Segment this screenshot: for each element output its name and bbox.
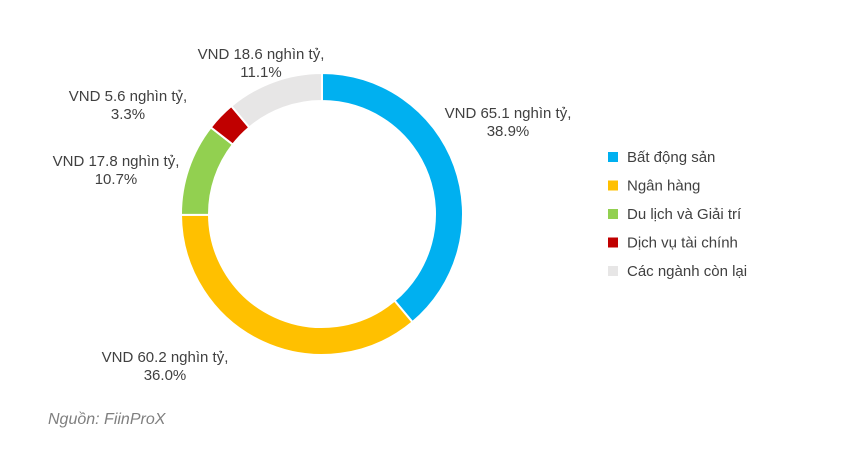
legend-item-cac-nganh-con-lai: Các ngành còn lại bbox=[608, 263, 747, 280]
data-label-du-lich-va-giai-tri: VND 17.8 nghìn tỷ,10.7% bbox=[53, 153, 180, 188]
legend-item-ngan-hang: Ngân hàng bbox=[608, 178, 700, 195]
chart-legend: Bất động sản Ngân hàng Du lịch và Giải trí… bbox=[608, 149, 747, 280]
data-label-percent: 36.0% bbox=[144, 367, 187, 384]
data-label-dich-vu-tai-chinh: VND 5.6 nghìn tỷ,3.3% bbox=[69, 88, 187, 123]
data-label-percent: 3.3% bbox=[111, 106, 145, 123]
donut-slices bbox=[179, 71, 464, 356]
legend-item-dich-vu-tai-chinh: Dịch vụ tài chính bbox=[608, 235, 738, 252]
slice-ngan-hang bbox=[179, 213, 414, 356]
data-label-value: VND 5.6 nghìn tỷ, bbox=[69, 88, 187, 105]
source-note: Nguồn: FiinProX bbox=[48, 411, 166, 428]
legend-label: Bất động sản bbox=[627, 149, 715, 166]
legend-label: Các ngành còn lại bbox=[627, 263, 747, 280]
legend-swatch bbox=[608, 237, 618, 248]
slice-bat-dong-san bbox=[321, 71, 464, 324]
data-label-ngan-hang: VND 60.2 nghìn tỷ,36.0% bbox=[102, 349, 229, 384]
data-label-value: VND 65.1 nghìn tỷ, bbox=[445, 105, 572, 122]
legend-label: Ngân hàng bbox=[627, 178, 700, 195]
data-label-value: VND 17.8 nghìn tỷ, bbox=[53, 153, 180, 170]
slice-cac-nganh-con-lai bbox=[229, 71, 323, 129]
data-label-cac-nganh-con-lai: VND 18.6 nghìn tỷ,11.1% bbox=[198, 46, 325, 81]
legend-swatch bbox=[608, 266, 618, 276]
legend-item-bat-dong-san: Bất động sản bbox=[608, 149, 715, 166]
data-label-percent: 11.1% bbox=[240, 64, 281, 81]
data-label-bat-dong-san: VND 65.1 nghìn tỷ,38.9% bbox=[445, 105, 572, 140]
legend-item-du-lich-va-giai-tri: Du lịch và Giải trí bbox=[608, 206, 742, 223]
data-label-value: VND 18.6 nghìn tỷ, bbox=[198, 46, 325, 63]
legend-swatch bbox=[608, 180, 618, 191]
slice-du-lich-va-giai-tri bbox=[180, 125, 235, 216]
legend-swatch bbox=[608, 209, 618, 219]
legend-label: Du lịch và Giải trí bbox=[627, 206, 742, 223]
legend-swatch bbox=[608, 152, 618, 162]
legend-label: Dịch vụ tài chính bbox=[627, 235, 738, 252]
data-label-percent: 38.9% bbox=[487, 123, 530, 140]
data-label-percent: 10.7% bbox=[95, 171, 138, 188]
data-labels: VND 65.1 nghìn tỷ,38.9% VND 60.2 nghìn tỷ… bbox=[53, 46, 572, 384]
data-label-value: VND 60.2 nghìn tỷ, bbox=[102, 349, 229, 366]
